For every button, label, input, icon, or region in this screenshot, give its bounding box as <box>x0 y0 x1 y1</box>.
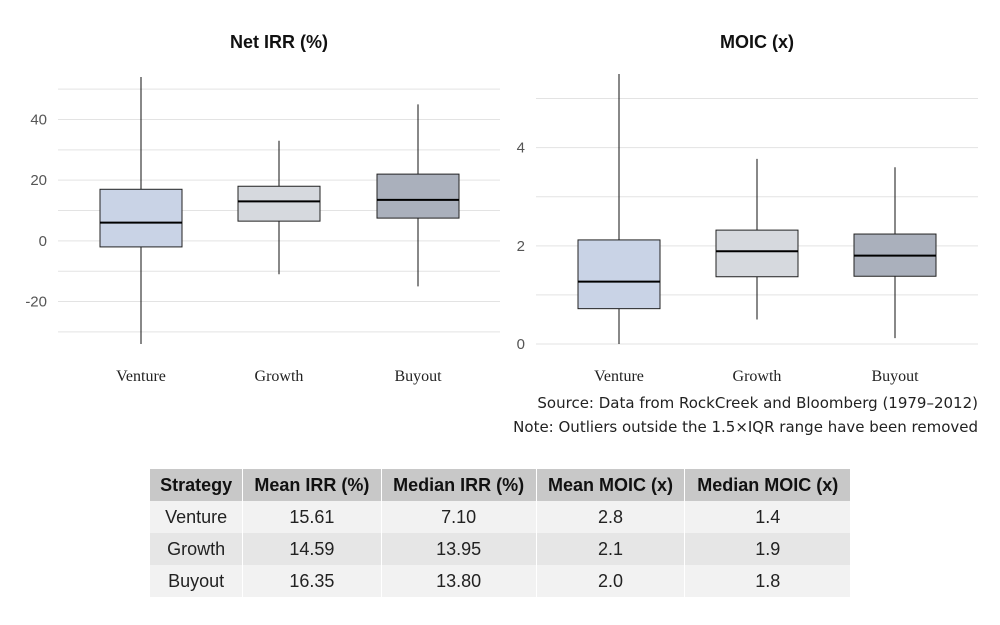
y-tick-label: -20 <box>25 294 47 311</box>
venture-box <box>99 188 183 248</box>
x-tick-label: Venture <box>594 368 644 385</box>
cell-mean-moic: 2.1 <box>536 533 686 565</box>
cell-mean-moic: 2.8 <box>536 501 686 533</box>
x-tick-label: Growth <box>733 368 782 385</box>
cell-median-moic: 1.9 <box>684 533 850 565</box>
outlier-note: Note: Outliers outside the 1.5×IQR range… <box>513 418 978 436</box>
cell-median-moic: 1.4 <box>684 501 850 533</box>
y-tick-label: 0 <box>517 336 525 353</box>
net-irr-panel: Net IRR (%) -20 0 20 40 Venture Growth Buyout <box>25 32 500 385</box>
table-row: Growth 14.59 13.95 2.1 1.9 <box>150 533 850 565</box>
header-mean-irr: Mean IRR (%) <box>242 469 382 501</box>
venture-box <box>577 239 661 310</box>
header-median-irr: Median IRR (%) <box>381 469 537 501</box>
cell-strategy: Buyout <box>150 565 244 597</box>
header-mean-moic: Mean MOIC (x) <box>536 469 686 501</box>
moic-panel: MOIC (x) 0 2 4 Venture Growth Buyout <box>517 32 978 385</box>
cell-median-irr: 13.95 <box>381 533 537 565</box>
chart-title: MOIC (x) <box>720 32 794 52</box>
y-tick-label: 0 <box>39 233 47 250</box>
x-tick-label: Venture <box>116 368 166 385</box>
cell-mean-irr: 16.35 <box>242 565 382 597</box>
cell-strategy: Growth <box>150 533 244 565</box>
y-tick-label: 4 <box>517 140 525 157</box>
growth-box <box>237 185 321 222</box>
source-note: Source: Data from RockCreek and Bloomber… <box>537 394 978 412</box>
growth-box <box>715 229 799 278</box>
y-tick-label: 20 <box>30 172 47 189</box>
cell-median-irr: 7.10 <box>381 501 537 533</box>
table-header-row: Strategy Mean IRR (%) Median IRR (%) Mea… <box>150 469 850 501</box>
x-tick-label: Buyout <box>394 368 442 385</box>
summary-table: Strategy Mean IRR (%) Median IRR (%) Mea… <box>150 469 850 597</box>
chart-title: Net IRR (%) <box>230 32 328 52</box>
cell-median-moic: 1.8 <box>684 565 850 597</box>
table-row: Venture 15.61 7.10 2.8 1.4 <box>150 501 850 533</box>
header-strategy: Strategy <box>150 469 244 501</box>
header-median-moic: Median MOIC (x) <box>684 469 850 501</box>
x-tick-label: Growth <box>255 368 304 385</box>
y-tick-label: 2 <box>517 238 525 255</box>
cell-mean-irr: 15.61 <box>242 501 382 533</box>
x-tick-label: Buyout <box>871 368 919 385</box>
table-row: Buyout 16.35 13.80 2.0 1.8 <box>150 565 850 597</box>
buyout-box <box>376 173 460 219</box>
cell-strategy: Venture <box>150 501 244 533</box>
cell-median-irr: 13.80 <box>381 565 537 597</box>
cell-mean-moic: 2.0 <box>536 565 686 597</box>
cell-mean-irr: 14.59 <box>242 533 382 565</box>
y-tick-label: 40 <box>30 112 47 129</box>
